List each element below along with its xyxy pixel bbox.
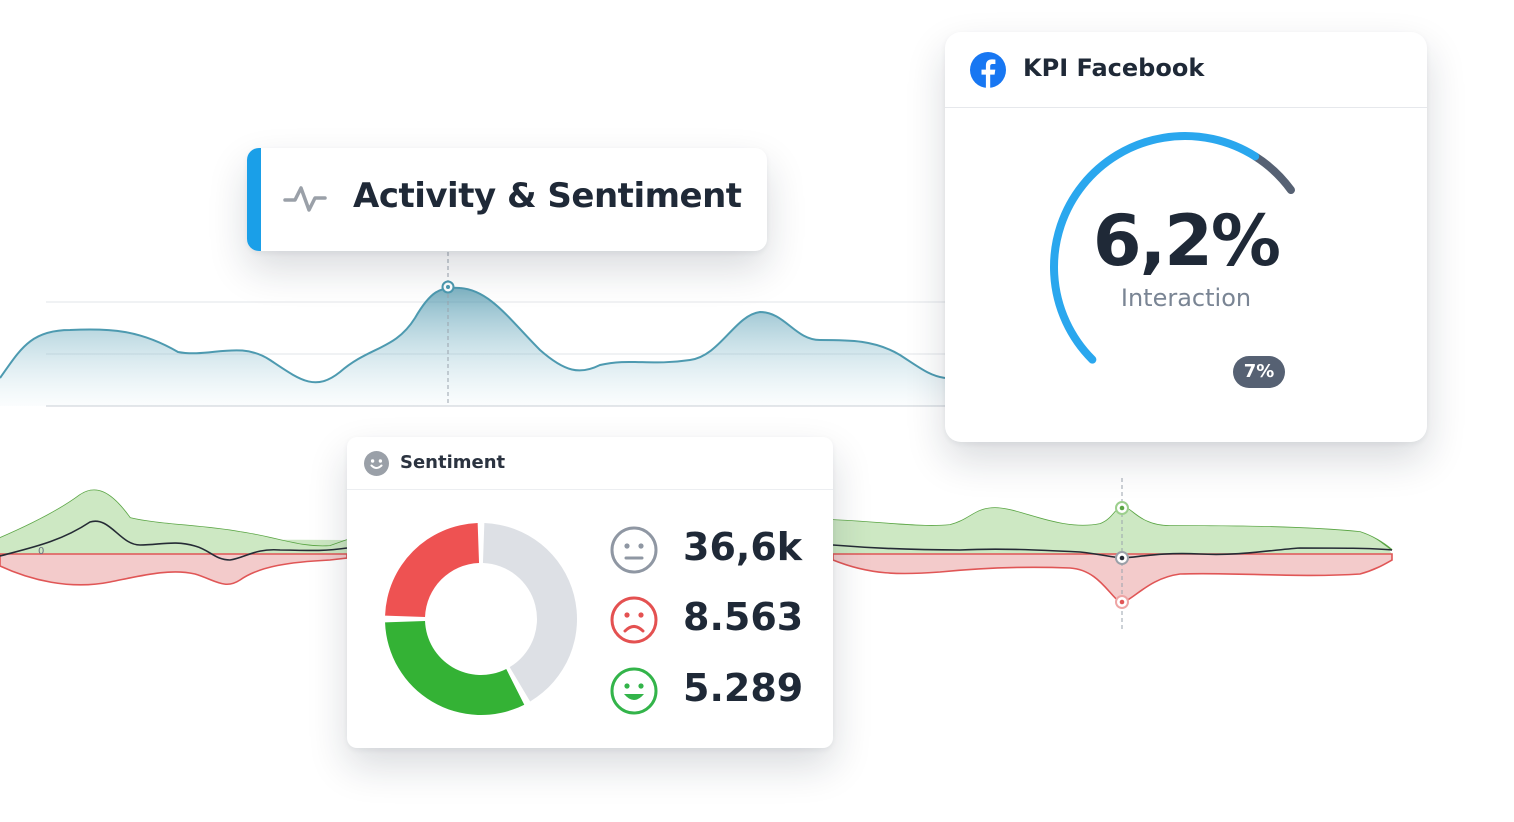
smiley-icon: [364, 451, 389, 476]
donut-segment-positive: [385, 620, 525, 715]
gauge-remaining-arc: [1251, 152, 1295, 194]
activity-line: [0, 286, 946, 384]
sentiment-card-header: Sentiment: [347, 437, 833, 490]
facebook-icon: [970, 52, 1006, 88]
activity-card-title: Activity & Sentiment: [353, 176, 742, 216]
kpi-subtitle: Interaction: [1120, 284, 1252, 312]
positive-fill-right: [833, 506, 1392, 554]
negative-fill-right: [832, 553, 1393, 604]
kpi-facebook-card[interactable]: KPI Facebook 6,2% Interaction 7%: [945, 32, 1427, 442]
activity-chart: [0, 252, 946, 407]
kpi-value: 6,2%: [1092, 200, 1281, 282]
sentiment-card-title: Sentiment: [400, 452, 506, 473]
sad-face-icon: [610, 596, 658, 644]
positive-count: 5.289: [683, 666, 804, 710]
activity-pulse-icon: [283, 186, 327, 212]
sentiment-card[interactable]: Sentiment 36,6k 8.563 5.289: [347, 437, 833, 748]
donut-segment-negative: [385, 523, 480, 618]
donut-segment-neutral: [482, 523, 577, 702]
activity-area: [0, 287, 945, 406]
positive-fill-left: [0, 490, 347, 554]
negative-fill-left: [0, 553, 348, 586]
happy-face-icon: [610, 667, 658, 715]
activity-sentiment-card[interactable]: Activity & Sentiment: [247, 148, 767, 251]
kpi-card-header: KPI Facebook: [945, 32, 1427, 108]
kpi-target-badge: 7%: [1233, 356, 1285, 388]
sentiment-chart: 0: [0, 478, 1393, 632]
neutral-face-icon: [610, 526, 658, 574]
negative-count: 8.563: [683, 595, 804, 639]
card-accent-bar: [247, 148, 261, 251]
negative-marker-dot: [1119, 599, 1125, 605]
net-line-left: [0, 520, 348, 561]
sentiment-donut: [385, 523, 577, 715]
neutral-count: 36,6k: [683, 525, 803, 569]
kpi-card-title: KPI Facebook: [1023, 54, 1205, 82]
net-marker-dot: [1119, 555, 1125, 561]
activity-marker-dot: [446, 285, 450, 289]
gauge-progress-arc: [1050, 132, 1260, 364]
interaction-gauge: [1050, 132, 1295, 364]
net-zero-label: 0: [38, 546, 44, 557]
positive-marker-dot: [1119, 505, 1125, 511]
